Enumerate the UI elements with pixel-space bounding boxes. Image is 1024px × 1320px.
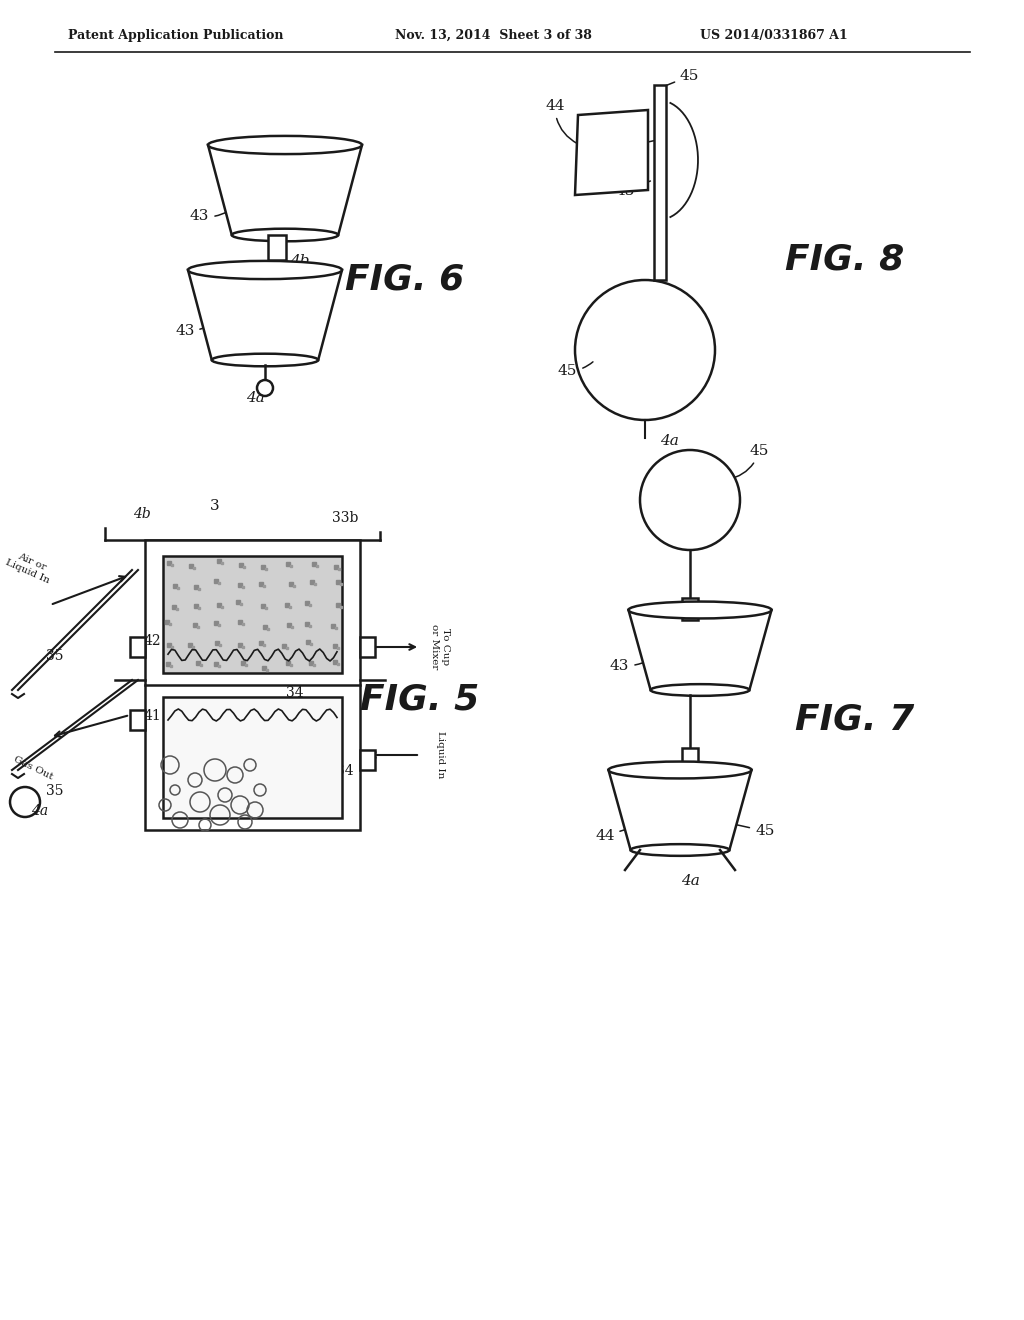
Polygon shape	[130, 710, 145, 730]
Text: 45: 45	[558, 362, 593, 378]
Text: 45: 45	[657, 69, 699, 88]
Text: Air or
Liquid In: Air or Liquid In	[4, 548, 55, 585]
Ellipse shape	[231, 228, 338, 242]
Ellipse shape	[188, 261, 342, 279]
Text: 4a: 4a	[32, 804, 48, 818]
Polygon shape	[130, 638, 145, 657]
Text: 34: 34	[286, 686, 304, 700]
Polygon shape	[188, 271, 342, 360]
Text: 3: 3	[210, 499, 220, 513]
Text: FIG. 8: FIG. 8	[785, 243, 904, 277]
Text: 4b: 4b	[718, 669, 737, 682]
Text: Gas Out: Gas Out	[12, 755, 54, 781]
Text: US 2014/0331867 A1: US 2014/0331867 A1	[700, 29, 848, 41]
Polygon shape	[608, 770, 752, 850]
Polygon shape	[360, 638, 375, 657]
Ellipse shape	[212, 354, 318, 366]
Text: 43: 43	[175, 317, 223, 338]
Ellipse shape	[631, 845, 729, 855]
Text: FIG. 5: FIG. 5	[360, 682, 479, 717]
Circle shape	[10, 787, 40, 817]
Polygon shape	[360, 750, 375, 770]
Text: 43: 43	[190, 202, 239, 223]
Circle shape	[640, 450, 740, 550]
Text: 33a: 33a	[267, 656, 293, 671]
Bar	[682, 598, 698, 620]
Text: 41: 41	[143, 709, 161, 723]
Text: 35: 35	[46, 784, 63, 799]
Text: 45: 45	[718, 821, 774, 838]
Text: FIG. 7: FIG. 7	[796, 704, 914, 737]
Text: 35: 35	[46, 649, 63, 663]
Text: 4a: 4a	[246, 391, 264, 405]
Text: 44: 44	[595, 826, 637, 843]
Bar	[682, 748, 698, 770]
Text: 45: 45	[728, 444, 769, 479]
Text: Patent Application Publication: Patent Application Publication	[68, 29, 284, 41]
Polygon shape	[629, 610, 771, 690]
Text: 4a: 4a	[660, 434, 679, 447]
Text: Liquid In: Liquid In	[435, 731, 444, 779]
Bar	[163, 697, 342, 818]
Text: 44: 44	[545, 99, 578, 144]
Ellipse shape	[608, 762, 752, 779]
Text: FIG. 6: FIG. 6	[345, 263, 465, 297]
Text: 33b: 33b	[332, 511, 358, 525]
Text: 4a: 4a	[681, 874, 699, 888]
Text: 4b: 4b	[620, 139, 654, 153]
Circle shape	[257, 380, 273, 396]
Text: 43: 43	[610, 652, 663, 673]
Bar	[145, 540, 360, 830]
Text: To Cup
or Mixer: To Cup or Mixer	[430, 624, 450, 669]
Text: Nov. 13, 2014  Sheet 3 of 38: Nov. 13, 2014 Sheet 3 of 38	[395, 29, 592, 41]
Bar	[163, 556, 342, 673]
Text: 4b: 4b	[133, 507, 151, 521]
Ellipse shape	[629, 602, 771, 619]
Text: 42: 42	[143, 634, 161, 648]
Circle shape	[575, 280, 715, 420]
Bar	[654, 84, 666, 280]
Text: 34: 34	[336, 764, 354, 777]
Polygon shape	[208, 145, 362, 235]
Polygon shape	[575, 110, 648, 195]
Text: 4b: 4b	[290, 253, 309, 268]
Text: 43: 43	[615, 181, 650, 198]
Bar	[268, 235, 286, 260]
Ellipse shape	[208, 136, 362, 154]
Ellipse shape	[650, 684, 750, 696]
